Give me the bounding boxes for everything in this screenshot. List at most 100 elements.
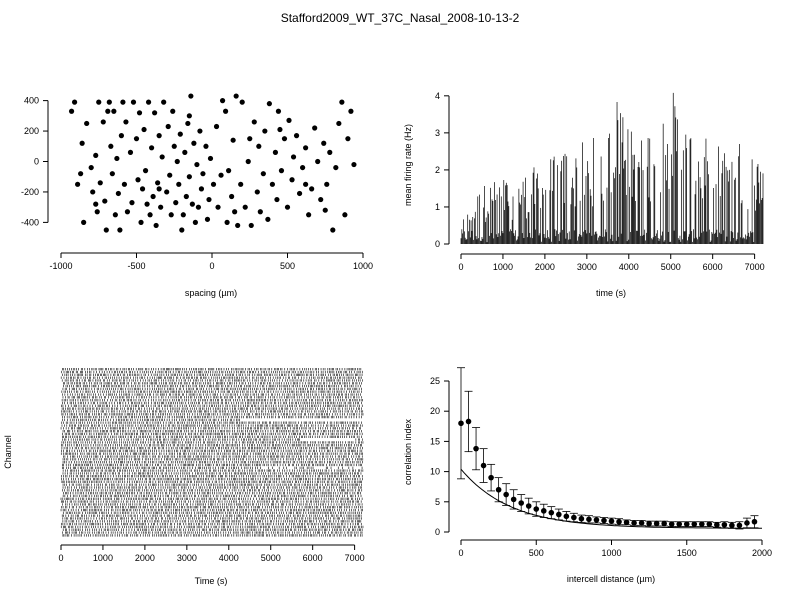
spacing-point — [290, 154, 297, 160]
spacing-point — [109, 171, 115, 177]
spacing-point — [339, 99, 345, 105]
spacing-point — [145, 99, 152, 105]
spacing-point — [195, 204, 202, 210]
spacing-point — [222, 108, 229, 114]
p1-xaxis-tick-label: -500 — [127, 261, 145, 271]
spacing-point — [206, 196, 212, 203]
spacing-point — [189, 201, 195, 207]
p1-yaxis-tick-label: -200 — [21, 187, 39, 197]
spacing-point — [142, 168, 149, 174]
p2-yaxis-tick-label: 2 — [435, 165, 440, 175]
spacing-point — [348, 108, 354, 114]
spacing-point — [333, 164, 339, 171]
firing-rate-bars — [460, 92, 764, 244]
spacing-point — [232, 209, 238, 215]
spacing-point — [81, 219, 87, 225]
spacing-point — [218, 172, 224, 178]
spacing-point — [124, 209, 131, 215]
spacing-point — [238, 181, 244, 187]
spacing-point — [156, 186, 162, 192]
spacing-point — [194, 161, 200, 168]
spacing-point — [265, 216, 271, 222]
p1-yaxis-tick-label: 400 — [24, 96, 39, 106]
spacing-point — [167, 172, 173, 178]
p2-yaxis-tick-label: 4 — [435, 91, 440, 101]
spacing-point — [207, 155, 214, 162]
p2-yaxis-tick-label: 0 — [435, 239, 440, 249]
spacing-point — [248, 222, 254, 229]
spacing-point — [141, 126, 147, 133]
spacing-point — [204, 216, 211, 222]
spacing-point — [336, 120, 342, 127]
spacing-point — [180, 212, 186, 218]
spacing-point — [272, 149, 279, 155]
spacing-point — [158, 204, 164, 210]
spacing-point — [230, 137, 236, 143]
spacing-point — [229, 193, 235, 200]
spacing-point — [321, 140, 327, 146]
p2-yaxis-tick-label: 3 — [435, 128, 440, 138]
p1-xaxis-tick-label: 1000 — [353, 261, 373, 271]
spacing-point — [303, 181, 309, 187]
spacing-point — [149, 145, 155, 151]
spacing-point — [115, 190, 121, 197]
spacing-point — [277, 126, 283, 133]
spacing-point — [171, 143, 177, 149]
spacing-point — [318, 196, 324, 203]
spacing-point — [284, 204, 291, 210]
spacing-point — [257, 209, 263, 215]
p2-xaxis-tick-label: 2000 — [535, 262, 555, 272]
spacing-point — [153, 222, 159, 229]
spacing-point — [186, 174, 192, 180]
spacing-point — [165, 123, 171, 130]
spacing-point — [266, 101, 272, 107]
spacing-point — [188, 93, 194, 99]
spacing-point — [219, 98, 226, 104]
spacing-point — [200, 171, 206, 177]
spacing-point — [138, 219, 144, 225]
spacing-point — [136, 110, 143, 116]
spacing-point — [324, 181, 330, 187]
spacing-point — [278, 168, 285, 174]
spacing-point — [233, 93, 239, 99]
spacing-point — [68, 108, 75, 114]
p1-xaxis-tick-label: -1000 — [49, 261, 72, 271]
spacing-point — [78, 171, 84, 177]
p1-xaxis-tick-label: 500 — [280, 261, 295, 271]
spacing-point — [242, 204, 248, 210]
spacing-point — [239, 99, 245, 105]
spacing-point — [303, 145, 309, 151]
spacing-point — [71, 99, 78, 105]
spacing-point — [88, 164, 94, 171]
spacing-point — [210, 181, 217, 187]
spacing-point — [79, 140, 85, 146]
spacing-point — [281, 136, 288, 142]
spacing-point — [123, 119, 129, 125]
spacing-point — [94, 209, 100, 215]
spacing-point — [173, 200, 179, 206]
p2-xaxis-tick-label: 6000 — [703, 262, 723, 272]
spacing-point — [262, 128, 268, 134]
spacing-point — [330, 227, 336, 233]
panel-spacing-scatter: -1000 -500 0 500 1000 -400 -200 0 200 400 spacing… — [21, 93, 373, 298]
spacing-point — [84, 120, 90, 127]
spacing-point — [156, 133, 162, 139]
spacing-point — [130, 99, 137, 105]
spacing-point — [105, 108, 111, 114]
p2-xaxis-tick-label: 5000 — [661, 262, 681, 272]
spacing-point — [300, 164, 306, 171]
p1-xaxis-tick-label: 0 — [209, 261, 214, 271]
spacing-point — [114, 155, 120, 162]
spacing-point — [97, 180, 103, 186]
spacing-point — [274, 196, 280, 203]
spacing-point — [155, 180, 161, 186]
spacing-point — [186, 113, 192, 119]
spacing-point — [112, 212, 118, 218]
spacing-point — [168, 212, 174, 218]
p2-xlabel: time (s) — [596, 288, 626, 298]
spacing-point — [111, 108, 117, 114]
spacing-point — [106, 99, 112, 105]
p2-xaxis-tick-label: 0 — [458, 262, 463, 272]
spacing-point — [133, 136, 140, 142]
spacing-point — [269, 181, 275, 187]
